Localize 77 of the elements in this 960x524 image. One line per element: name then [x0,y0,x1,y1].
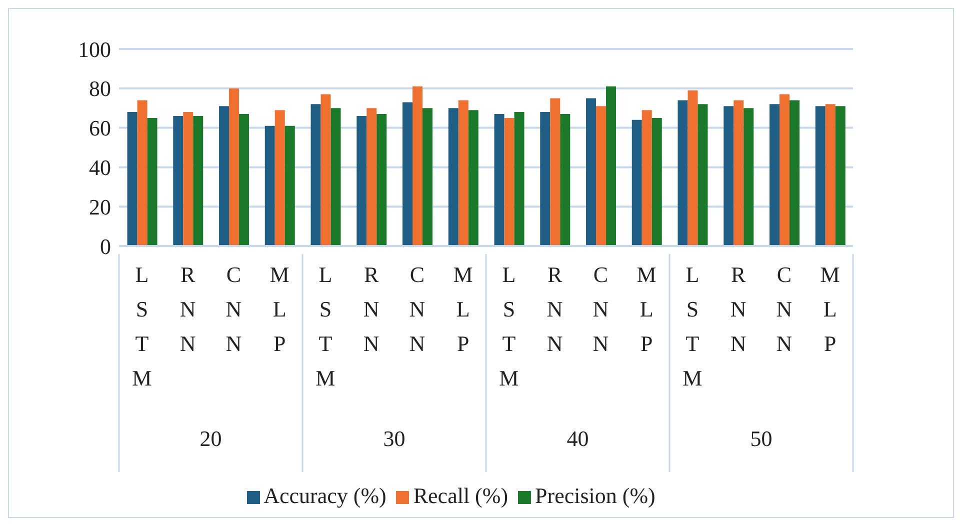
bar [366,108,377,246]
x-tick-label: MLP [270,262,290,356]
bar [320,94,331,246]
x-tick-label: MLP [820,262,840,356]
bar [494,114,504,246]
x-tick-label: RNN [180,262,196,356]
bar [632,120,642,246]
bar [376,114,387,246]
x-tick-label: RNN [546,262,563,356]
bar [330,108,341,246]
bar [356,116,367,246]
y-tick-label: 60 [89,116,111,141]
x-tick-label: LSTM [499,262,519,390]
bar [790,100,800,246]
bar [744,108,754,246]
text: 40 [566,426,589,451]
y-tick-label: 20 [89,194,111,220]
x-tick-label: CNN [592,262,609,356]
y-tick-label: 0 [100,234,111,259]
bar [514,112,524,246]
x-tick-label: CNN [776,262,792,356]
x-tick-label: RNN [363,262,380,356]
bar [173,116,184,246]
legend-label: Precision (%) [535,483,656,508]
bar [770,104,780,246]
y-tick-label: 100 [78,36,111,62]
bar [422,108,433,246]
x-tick-label: LSTM [132,262,152,390]
bar [412,86,423,246]
text: 50 [750,426,772,451]
y-tick-label: 80 [89,76,111,102]
bar [815,106,826,246]
legend-label: Accuracy (%) [264,483,386,508]
bar [229,88,240,246]
bar [448,108,458,246]
text: 30 [383,426,406,451]
bar [504,118,514,246]
bar [596,106,606,246]
bar [780,94,790,246]
bar [586,98,596,246]
bar [127,112,138,246]
bar [284,126,295,246]
bar [550,98,560,246]
x-tick-label: MLP [453,262,473,356]
bar [310,104,321,246]
y-tick-label: 40 [89,155,111,180]
bar [274,110,285,246]
bar [678,100,688,246]
x-tick-label: MLP [636,262,656,356]
x-tick-label: LSTM [316,262,336,390]
bar [642,110,652,246]
bar [540,112,550,246]
bar [137,100,148,246]
bar [688,90,698,246]
bar [239,114,250,246]
bar [606,86,616,246]
bar [825,104,836,246]
x-tick-label: RNN [730,262,746,356]
bar [264,126,275,246]
text: 20 [200,426,222,451]
bar [698,104,708,246]
bar [219,106,230,246]
bar [468,110,478,246]
bar [147,118,158,246]
bar [458,100,468,246]
bar [724,106,734,246]
bar [835,106,846,246]
bar [734,100,744,246]
x-tick-label: LSTM [682,262,702,390]
x-tick-label: CNN [409,262,426,356]
x-tick-label: CNN [226,262,242,356]
legend-label: Recall (%) [413,483,508,508]
bar [402,102,413,246]
bar [193,116,204,246]
bar [183,112,194,246]
bar [560,114,570,246]
bar [652,118,662,246]
